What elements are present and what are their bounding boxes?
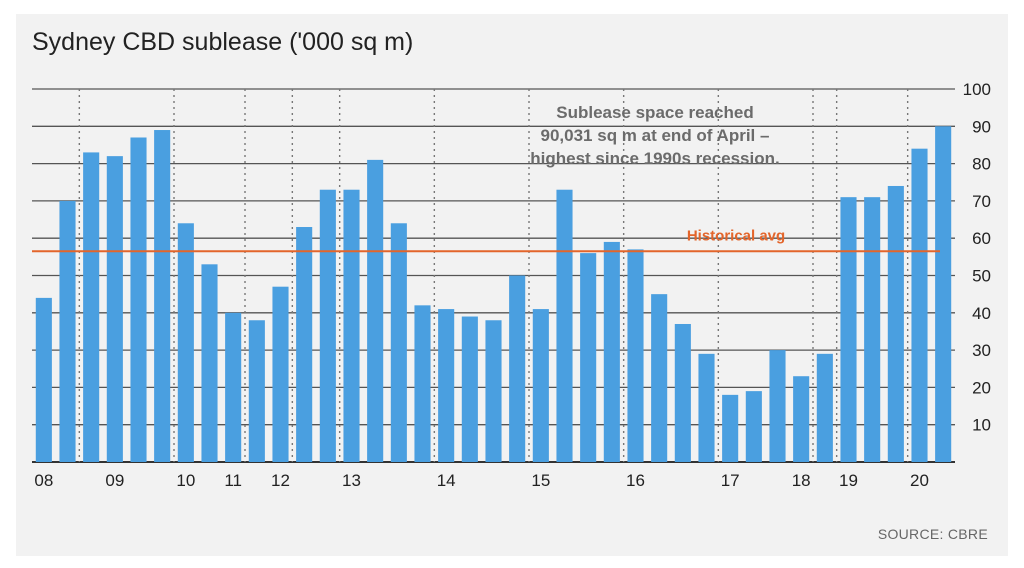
bar [911, 148, 928, 462]
bar [438, 309, 455, 462]
bar [130, 137, 147, 463]
tick-labels: 10 20 30 40 50 60 70 80 90 100 08 09 10 11 12 13 14 15 16 1… [34, 80, 991, 490]
x-tick-label: 10 [176, 471, 195, 490]
bars [35, 126, 952, 463]
bar [296, 227, 313, 462]
bar [722, 394, 739, 462]
y-tick-label: 90 [972, 117, 991, 136]
bar [698, 353, 715, 462]
bar [319, 189, 336, 462]
y-tick-label: 20 [972, 378, 991, 397]
y-tick-label: 40 [972, 304, 991, 323]
bar [864, 197, 881, 463]
bar [177, 223, 194, 462]
bar [603, 241, 620, 462]
source-note: SOURCE: CBRE [877, 526, 988, 542]
bar [154, 130, 171, 462]
bar [935, 126, 952, 463]
bar [35, 297, 52, 462]
x-tick-label: 17 [721, 471, 740, 490]
bar [556, 189, 573, 462]
bar [887, 185, 904, 463]
reference-line-group: Historical avg [32, 227, 940, 253]
y-tick-label: 70 [972, 192, 991, 211]
bar [390, 223, 407, 462]
x-tick-label: 19 [839, 471, 858, 490]
bar [816, 353, 833, 462]
historical-avg-label: Historical avg [687, 227, 785, 244]
y-tick-label: 80 [972, 155, 991, 174]
annotation-line-1: Sublease space reached [556, 103, 754, 122]
bar [414, 305, 431, 462]
bar [840, 197, 857, 463]
annotation-line-2: 90,031 sq m at end of April – [541, 126, 770, 145]
bar [793, 376, 810, 462]
x-tick-label: 15 [531, 471, 550, 490]
bar [674, 323, 691, 462]
bar [461, 316, 478, 462]
y-tick-label: 100 [963, 80, 991, 99]
y-tick-label: 60 [972, 229, 991, 248]
x-tick-label: 12 [271, 471, 290, 490]
x-tick-label: 14 [437, 471, 456, 490]
bar [343, 189, 360, 462]
y-tick-label: 10 [972, 416, 991, 435]
x-tick-label: 13 [342, 471, 361, 490]
x-tick-label: 08 [34, 471, 53, 490]
bar [367, 159, 384, 462]
x-tick-label: 09 [105, 471, 124, 490]
bar [745, 391, 762, 462]
bar [651, 294, 668, 462]
bar [532, 309, 549, 462]
y-tick-label: 50 [972, 267, 991, 286]
x-tick-label: 20 [910, 471, 929, 490]
bar [769, 350, 786, 462]
year-separators [78, 89, 909, 462]
x-tick-label: 11 [224, 471, 242, 490]
bar [580, 253, 597, 462]
bar [248, 320, 265, 462]
x-tick-label: 16 [626, 471, 645, 490]
bar [59, 200, 76, 462]
bar [201, 264, 218, 462]
bar [225, 312, 242, 462]
chart-title: Sydney CBD sublease ('000 sq m) [32, 28, 414, 56]
bar [83, 152, 100, 462]
bar [627, 249, 644, 462]
bar [485, 320, 502, 462]
annotation-line-3: highest since 1990s recession. [530, 149, 779, 168]
bar [272, 286, 289, 462]
bar [106, 156, 123, 462]
y-tick-label: 30 [972, 341, 991, 360]
bar [509, 275, 526, 462]
x-tick-label: 18 [792, 471, 811, 490]
